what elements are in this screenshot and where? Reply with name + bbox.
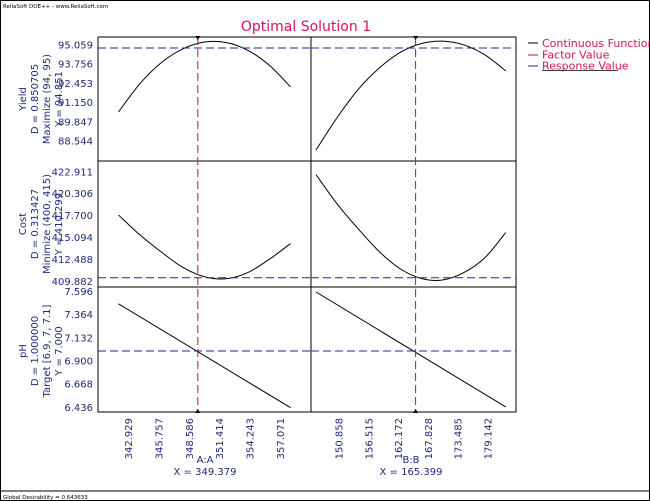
factor-value-marker-top bbox=[195, 36, 201, 40]
x-tick-label: 348.586 bbox=[185, 418, 196, 459]
continuous-function-curve bbox=[315, 40, 507, 151]
response-desirability: D = 1.000000 bbox=[30, 316, 41, 386]
y-tick-label: 6.668 bbox=[64, 380, 93, 391]
x-tick-label: 345.757 bbox=[154, 418, 165, 459]
y-tick-label: 88.544 bbox=[58, 137, 93, 148]
factor-setting-a: X = 349.379 bbox=[174, 467, 237, 478]
factor-value-marker-bottom bbox=[413, 409, 419, 413]
x-tick-label: 354.243 bbox=[246, 418, 257, 459]
x-tick-label: 351.414 bbox=[215, 418, 226, 459]
y-tick-label: 415.094 bbox=[52, 233, 93, 244]
y-tick-label: 92.453 bbox=[58, 79, 93, 90]
global-desirability: Global Desirability = 0.643633 bbox=[3, 495, 88, 501]
y-tick-label: 95.059 bbox=[58, 40, 93, 51]
y-tick-label: 409.882 bbox=[52, 277, 93, 288]
continuous-function-curve bbox=[315, 174, 507, 281]
x-tick-label: 173.485 bbox=[454, 418, 465, 459]
factor-name-a: A:A bbox=[197, 455, 214, 466]
response-desirability: D = 0.850705 bbox=[30, 64, 41, 134]
y-tick-label: 412.488 bbox=[52, 255, 93, 266]
y-tick-label: 89.847 bbox=[58, 117, 93, 128]
panel-ph-bb bbox=[310, 286, 517, 413]
header-credit: ReliaSoft DOE++ - www.ReliaSoft.com bbox=[3, 4, 108, 10]
response-desirability: D = 0.313427 bbox=[30, 189, 41, 259]
factor-name-b: B:B bbox=[402, 455, 419, 466]
y-tick-label: 93.756 bbox=[58, 60, 93, 71]
continuous-function-curve bbox=[315, 291, 506, 408]
x-tick-label: 342.929 bbox=[124, 418, 135, 459]
response-value-label: Y = 94.851 bbox=[54, 71, 65, 128]
response-goal: Minimize (400, 415) bbox=[42, 174, 53, 274]
response-name: Yield bbox=[18, 87, 29, 112]
panel-frame bbox=[310, 286, 517, 413]
y-tick-label: 422.911 bbox=[52, 167, 93, 178]
response-label-yield: Yield D = 0.850705 Maximize (94, 95) Y =… bbox=[18, 54, 65, 144]
legend-label-continuous-function: Continuous Function bbox=[542, 37, 650, 50]
y-tick-label: 417.700 bbox=[52, 211, 93, 222]
continuous-function-curve bbox=[118, 40, 291, 113]
chart-title: Optimal Solution 1 bbox=[241, 19, 371, 35]
response-name: pH bbox=[18, 344, 29, 358]
response-label-cost: Cost D = 0.313427 Minimize (400, 415) Y … bbox=[18, 174, 65, 274]
response-value-label: Y = 410.299 bbox=[54, 193, 65, 256]
factor-value-marker-top bbox=[413, 36, 419, 40]
x-tick-label: 357.071 bbox=[276, 418, 287, 459]
panel-grid: 95.059 93.756 92.453 91.150 89.847 88.544 422.… bbox=[52, 36, 517, 459]
x-tick-label: 167.828 bbox=[424, 418, 435, 459]
x-tick-label: 150.858 bbox=[335, 418, 346, 459]
legend: Continuous Function Factor Value Respons… bbox=[528, 37, 650, 73]
continuous-function-curve bbox=[118, 303, 291, 409]
y-tick-label: 6.900 bbox=[64, 357, 93, 368]
response-label-ph: pH D = 1.000000 Target [6.9, 7, 7.1] Y =… bbox=[18, 305, 65, 399]
y-tick-label: 420.306 bbox=[52, 189, 93, 200]
response-name: Cost bbox=[18, 213, 29, 235]
x-tick-label: 179.142 bbox=[484, 418, 495, 459]
response-goal: Maximize (94, 95) bbox=[42, 54, 53, 144]
response-value-label: Y = 7.000 bbox=[54, 326, 65, 376]
legend-label-factor-value: Factor Value bbox=[542, 49, 610, 62]
y-tick-label: 6.436 bbox=[64, 403, 93, 414]
y-tick-label: 7.596 bbox=[64, 287, 93, 298]
x-tick-label: 156.515 bbox=[364, 418, 375, 459]
factor-value-marker-bottom bbox=[195, 409, 201, 413]
y-tick-label: 7.132 bbox=[64, 333, 93, 344]
x-tick-label: 162.172 bbox=[394, 418, 405, 459]
y-tick-label: 7.364 bbox=[64, 310, 93, 321]
response-goal: Target [6.9, 7, 7.1] bbox=[42, 305, 53, 399]
legend-label-response-value: Response Value bbox=[542, 60, 629, 73]
factor-setting-b: X = 165.399 bbox=[380, 467, 443, 478]
continuous-function-curve bbox=[118, 214, 291, 280]
y-tick-label: 91.150 bbox=[58, 98, 93, 109]
